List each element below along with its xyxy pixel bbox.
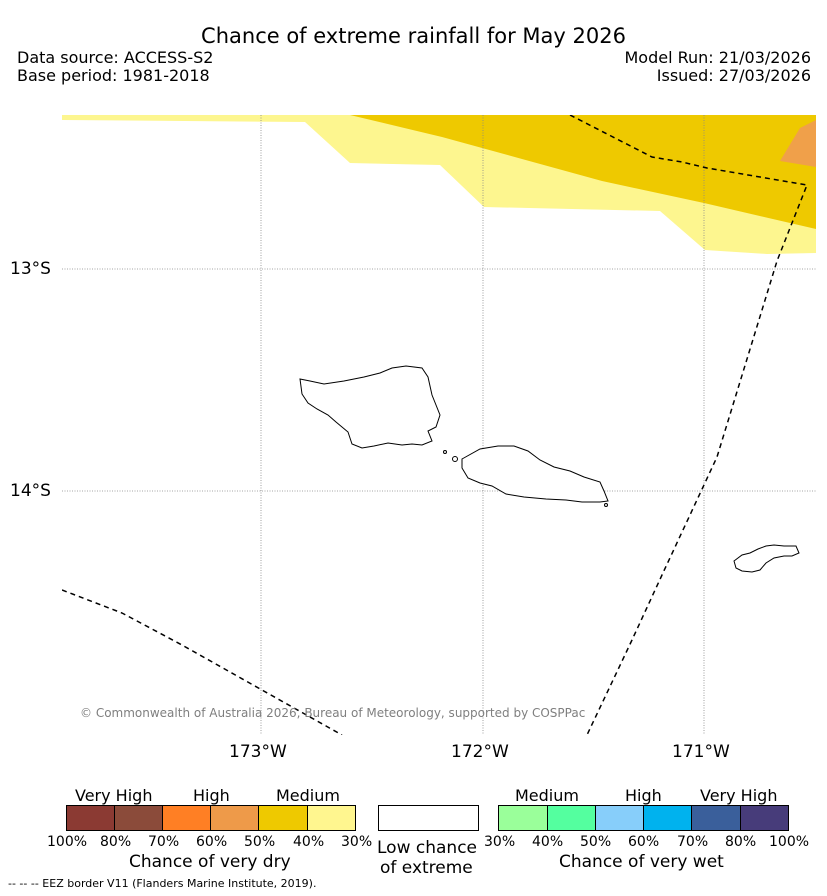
wet-tick: 40% (532, 834, 564, 850)
wet-tick: 50% (580, 834, 612, 850)
wet-swatch-30-40 (498, 805, 548, 831)
wet-tick: 70% (677, 834, 709, 850)
dry-tick: 60% (196, 834, 228, 850)
base-period-label: Base period: 1981-2018 (17, 66, 210, 85)
lon-label-171w: 171°W (672, 742, 730, 762)
tutuila-island (733, 544, 800, 573)
eez-border (62, 115, 809, 735)
savaii-island (299, 365, 441, 449)
low-chance-swatch (378, 805, 479, 831)
dry-tick: 50% (244, 834, 276, 850)
lon-label-172w: 172°W (451, 742, 509, 762)
data-source-label: Data source: ACCESS-S2 (17, 48, 214, 67)
dry-header-high: High (193, 786, 230, 805)
model-run-label: Model Run: 21/03/2026 (624, 48, 812, 67)
dry-tick: 30% (341, 834, 373, 850)
wet-swatch-50-60 (595, 805, 644, 831)
namua-islet (604, 503, 608, 507)
wet-header-medium: Medium (515, 786, 579, 805)
upolu-island (461, 445, 609, 503)
wet-header-very-high: Very High (700, 786, 778, 805)
dry-swatch-40-30 (307, 805, 356, 831)
medium-high-dry-region (350, 115, 816, 229)
wet-tick: 100% (769, 834, 810, 850)
eez-border-note: -- -- -- EEZ border V11 (Flanders Marine… (8, 877, 317, 890)
wet-tick: 80% (725, 834, 757, 850)
rainfall-map[interactable] (62, 115, 816, 735)
manono-islet (452, 456, 458, 462)
low-chance-caption-1: Low chance (377, 838, 477, 858)
wet-swatch-40-50 (547, 805, 596, 831)
dry-swatch-80-70 (114, 805, 163, 831)
copyright-text: © Commonwealth of Australia 2026, Bureau… (80, 706, 586, 720)
wet-header-high: High (625, 786, 662, 805)
dry-swatch-50-40 (258, 805, 308, 831)
dry-tick: 100% (47, 834, 88, 850)
dry-swatch-70-60 (162, 805, 211, 831)
issued-date-label: Issued: 27/03/2026 (656, 66, 811, 85)
dry-tick: 80% (100, 834, 132, 850)
apolima-islet (443, 450, 447, 454)
lon-label-173w: 173°W (229, 742, 287, 762)
dry-swatch-60-50 (210, 805, 259, 831)
lat-label-14s: 14°S (10, 481, 51, 501)
lat-label-13s: 13°S (10, 259, 51, 279)
wet-swatch-80-100 (740, 805, 789, 831)
wet-swatch-70-80 (691, 805, 741, 831)
dry-caption: Chance of very dry (129, 852, 291, 872)
dry-tick: 40% (293, 834, 325, 850)
dry-tick: 70% (148, 834, 180, 850)
map-title: Chance of extreme rainfall for May 2026 (201, 24, 626, 48)
graticule (62, 115, 816, 735)
wet-caption: Chance of very wet (559, 852, 724, 872)
wet-swatch-60-70 (643, 805, 692, 831)
wet-tick: 30% (484, 834, 516, 850)
dry-header-very-high: Very High (75, 786, 153, 805)
wet-tick: 60% (628, 834, 660, 850)
dry-header-medium: Medium (276, 786, 340, 805)
dry-swatch-100-80 (66, 805, 115, 831)
low-chance-caption-2: of extreme (380, 858, 473, 878)
high-dry-region (780, 120, 816, 167)
